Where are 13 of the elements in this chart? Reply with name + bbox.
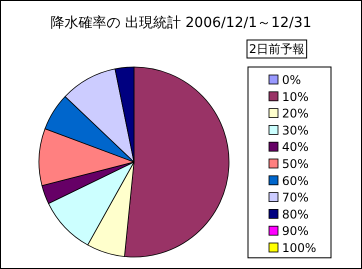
legend-label: 100% <box>282 241 316 255</box>
legend-label: 60% <box>282 174 309 188</box>
legend-label: 40% <box>282 140 309 154</box>
legend-label: 70% <box>282 190 309 205</box>
legend-label: 90% <box>282 224 309 238</box>
legend-label: 0% <box>282 73 302 87</box>
legend-title: 2日前予報 <box>249 42 305 56</box>
legend-label: 80% <box>282 207 309 222</box>
chart-title: 降水確率の 出現統計 2006/12/1～12/31 <box>50 15 312 31</box>
legend-label: 10% <box>282 90 309 104</box>
legend-label: 30% <box>282 123 309 138</box>
legend-label: 50% <box>282 157 309 171</box>
legend-label: 20% <box>282 106 309 121</box>
